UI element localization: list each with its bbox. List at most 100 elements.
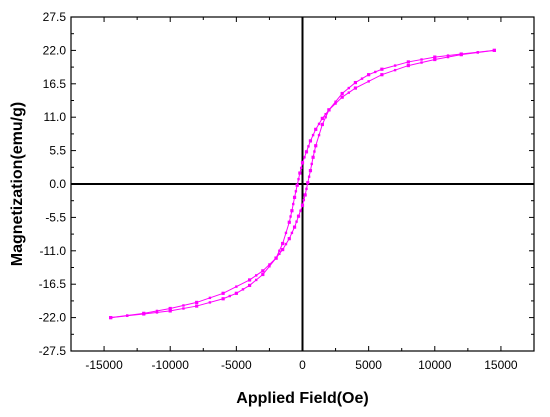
data-marker	[169, 307, 172, 310]
data-marker	[367, 73, 370, 76]
data-marker	[290, 209, 294, 212]
data-marker	[305, 150, 308, 154]
data-marker	[324, 112, 327, 116]
data-marker	[354, 81, 357, 84]
y-axis-title: Magnetization(emu/g)	[9, 102, 26, 266]
data-marker	[347, 86, 350, 90]
data-marker	[303, 193, 307, 197]
data-marker	[317, 133, 321, 137]
data-marker	[297, 177, 300, 181]
y-tick-label: 22.0	[43, 43, 67, 57]
data-marker	[433, 55, 436, 59]
data-marker	[195, 301, 198, 304]
data-marker	[334, 102, 337, 105]
data-marker	[182, 304, 185, 307]
data-marker	[278, 249, 281, 252]
data-marker	[289, 215, 292, 218]
data-marker	[314, 144, 317, 147]
data-marker	[309, 139, 312, 143]
data-marker	[305, 187, 308, 191]
data-marker	[446, 55, 450, 59]
data-marker	[433, 58, 436, 61]
y-tick-label: 11.0	[44, 110, 67, 124]
data-marker	[228, 294, 231, 298]
data-marker	[235, 285, 238, 288]
data-marker	[460, 52, 463, 56]
data-marker	[292, 202, 295, 206]
data-marker	[327, 108, 331, 112]
x-tick-label: 15000	[484, 358, 518, 372]
data-marker	[208, 296, 212, 300]
data-marker	[290, 231, 294, 235]
data-marker	[293, 225, 296, 229]
data-marker	[393, 68, 397, 72]
data-marker	[268, 265, 271, 268]
data-marker	[307, 145, 310, 148]
data-marker	[311, 156, 315, 159]
axes: -15000 -10000 -5000 0 5000 10000 15000 -27.5 -22…	[39, 10, 535, 372]
x-tick-label: -5000	[221, 358, 252, 372]
data-marker	[295, 220, 298, 223]
data-series	[109, 48, 496, 320]
y-tick-label: -5.5	[45, 210, 66, 224]
data-marker	[301, 161, 304, 164]
data-marker	[299, 166, 303, 170]
data-marker	[261, 273, 265, 276]
data-marker	[296, 184, 299, 187]
data-marker	[281, 248, 284, 251]
data-marker	[221, 297, 225, 300]
data-marker	[235, 292, 238, 295]
data-marker	[268, 263, 271, 266]
data-marker	[340, 95, 344, 99]
data-marker	[301, 204, 304, 207]
data-marker	[274, 256, 278, 260]
data-marker	[293, 196, 296, 199]
x-tick-label: 5000	[355, 358, 382, 372]
data-marker	[284, 242, 288, 246]
y-tick-label: -22.0	[39, 311, 67, 325]
data-marker	[281, 242, 284, 245]
data-marker	[347, 91, 350, 94]
data-marker	[302, 198, 306, 202]
x-tick-label: 0	[299, 358, 306, 372]
y-tick-label: -16.5	[39, 277, 67, 291]
data-marker	[261, 269, 265, 273]
data-marker	[446, 54, 450, 57]
data-marker	[155, 309, 159, 313]
data-marker	[380, 68, 384, 71]
data-marker	[182, 307, 185, 310]
data-marker	[360, 77, 364, 80]
data-marker	[155, 311, 159, 314]
data-marker	[307, 175, 311, 178]
data-marker	[493, 49, 496, 52]
data-marker	[142, 312, 145, 315]
y-tick-label: 0.0	[49, 177, 66, 191]
data-marker	[306, 181, 309, 184]
data-marker	[248, 278, 251, 282]
data-marker	[367, 80, 370, 83]
data-marker	[208, 301, 212, 304]
y-tick-label: 16.5	[43, 77, 67, 91]
data-marker	[420, 58, 423, 61]
data-marker	[195, 304, 198, 308]
data-marker	[298, 171, 302, 175]
data-marker	[255, 278, 258, 282]
data-marker	[294, 190, 298, 193]
y-tick-label: 5.5	[49, 144, 66, 158]
y-tick-label: -11.0	[40, 244, 67, 258]
x-axis-title: Applied Field(Oe)	[236, 390, 368, 407]
data-marker	[407, 64, 410, 67]
data-marker	[309, 169, 312, 172]
x-tick-label: 10000	[418, 358, 452, 372]
data-marker	[354, 86, 357, 90]
data-marker	[324, 116, 327, 119]
data-marker	[340, 92, 344, 95]
data-marker	[317, 122, 321, 126]
data-marker	[374, 70, 377, 74]
data-marker	[407, 60, 410, 64]
data-marker	[380, 73, 384, 76]
series-ascending	[109, 48, 496, 320]
data-marker	[288, 237, 291, 240]
